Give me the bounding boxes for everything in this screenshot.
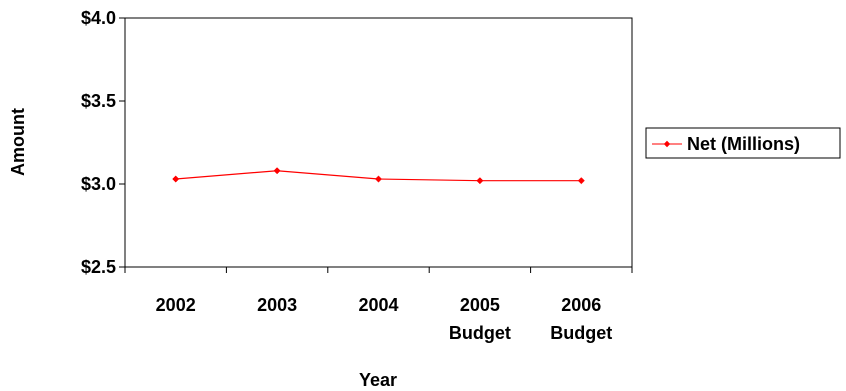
x-axis-title: Year — [359, 370, 397, 390]
x-axis: 2002 2003 2004 2005 Budget 2006 Budget — [124, 267, 633, 343]
data-point — [172, 175, 180, 183]
series-layer — [172, 167, 585, 185]
data-point — [476, 177, 484, 185]
x-tick-label: 2002 — [156, 295, 196, 315]
data-point — [273, 167, 281, 175]
x-tick-label: 2006 — [561, 295, 601, 315]
x-tick-label: Budget — [550, 323, 612, 343]
data-point — [374, 175, 383, 183]
y-tick-label: $4.0 — [81, 8, 116, 28]
y-tick-label: $2.5 — [81, 257, 116, 277]
legend: Net (Millions) — [645, 127, 841, 159]
y-tick-label: $3.5 — [81, 91, 116, 111]
plot-area-frame — [124, 17, 633, 268]
y-axis: $2.5 $3.0 $3.5 $4.0 — [81, 8, 125, 277]
x-tick-label: 2003 — [257, 295, 297, 315]
data-point — [577, 177, 585, 185]
legend-box — [645, 127, 841, 159]
x-tick-label: 2004 — [358, 295, 398, 315]
y-axis-title: Amount — [8, 108, 28, 176]
y-tick-label: $3.0 — [81, 174, 116, 194]
x-tick-label: Budget — [449, 323, 511, 343]
legend-series-label: Net (Millions) — [687, 134, 800, 154]
legend-series-marker — [663, 140, 671, 148]
x-tick-label: 2005 — [460, 295, 500, 315]
